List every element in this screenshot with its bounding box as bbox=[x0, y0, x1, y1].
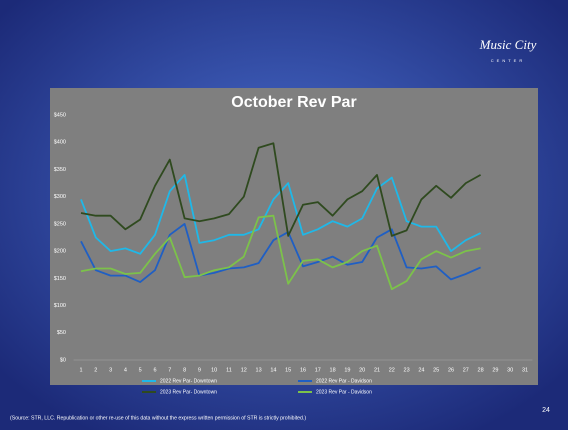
x-tick-label: 5 bbox=[139, 367, 142, 373]
x-tick-label: 20 bbox=[359, 367, 365, 373]
x-tick-label: 29 bbox=[492, 367, 498, 373]
y-tick-label: $0 bbox=[60, 357, 66, 363]
x-tick-label: 13 bbox=[256, 367, 262, 373]
x-tick-label: 24 bbox=[418, 367, 424, 373]
legend-label: 2022 Rev Par- Downtown bbox=[160, 378, 217, 384]
x-tick-label: 22 bbox=[389, 367, 395, 373]
x-tick-label: 15 bbox=[285, 367, 291, 373]
logo-title: Music City bbox=[479, 37, 537, 52]
page-number: 24 bbox=[542, 407, 550, 414]
chart-title: October Rev Par bbox=[231, 94, 356, 111]
y-tick-label: $200 bbox=[54, 249, 66, 255]
x-tick-label: 30 bbox=[507, 367, 513, 373]
legend-label: 2022 Rev Par - Davidson bbox=[316, 378, 372, 384]
x-tick-label: 8 bbox=[183, 367, 186, 373]
x-tick-label: 25 bbox=[433, 367, 439, 373]
x-tick-label: 23 bbox=[404, 367, 410, 373]
x-tick-label: 6 bbox=[153, 367, 156, 373]
x-tick-label: 3 bbox=[109, 367, 112, 373]
chart-area bbox=[50, 88, 538, 385]
legend-label: 2023 Rev Par - Davidson bbox=[316, 389, 372, 395]
x-tick-label: 31 bbox=[522, 367, 528, 373]
series-line bbox=[80, 214, 481, 291]
y-tick-label: $100 bbox=[54, 303, 66, 309]
y-tick-label: $150 bbox=[54, 276, 66, 282]
source-note: (Source: STR, LLC. Republication or othe… bbox=[10, 415, 306, 421]
x-tick-label: 10 bbox=[211, 367, 217, 373]
x-tick-label: 28 bbox=[478, 367, 484, 373]
x-tick-label: 2 bbox=[94, 367, 97, 373]
x-tick-label: 19 bbox=[344, 367, 350, 373]
legend-label: 2023 Rev Par- Downtown bbox=[160, 389, 217, 395]
x-tick-label: 26 bbox=[448, 367, 454, 373]
x-tick-label: 9 bbox=[198, 367, 201, 373]
x-tick-label: 16 bbox=[300, 367, 306, 373]
x-tick-label: 18 bbox=[330, 367, 336, 373]
x-tick-label: 17 bbox=[315, 367, 321, 373]
x-tick-label: 12 bbox=[241, 367, 247, 373]
y-tick-label: $350 bbox=[54, 167, 66, 173]
x-tick-label: 11 bbox=[226, 367, 232, 373]
y-tick-label: $50 bbox=[57, 330, 66, 336]
x-tick-label: 4 bbox=[124, 367, 127, 373]
x-tick-label: 21 bbox=[374, 367, 380, 373]
series-line bbox=[80, 142, 482, 237]
logo-subtitle: CENTER bbox=[491, 58, 525, 63]
x-tick-label: 1 bbox=[79, 367, 82, 373]
y-tick-label: $450 bbox=[54, 112, 66, 118]
x-tick-label: 14 bbox=[270, 367, 276, 373]
y-tick-label: $250 bbox=[54, 221, 66, 227]
y-tick-label: $300 bbox=[54, 194, 66, 200]
x-tick-label: 7 bbox=[168, 367, 171, 373]
y-tick-label: $400 bbox=[54, 140, 66, 146]
x-tick-label: 27 bbox=[463, 367, 469, 373]
series-line bbox=[80, 223, 481, 283]
